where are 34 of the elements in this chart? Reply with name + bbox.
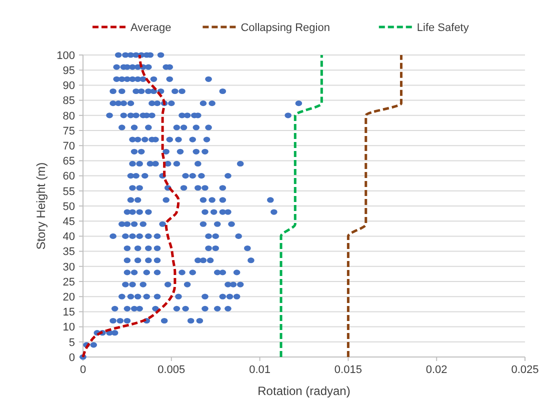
x-tick-label: 0.01 (249, 364, 271, 376)
legend-label: Collapsing Region (240, 22, 330, 34)
y-tick-label: 95 (62, 64, 75, 77)
y-tick-label: 100 (56, 50, 75, 62)
y-tick-label: 30 (62, 261, 75, 274)
x-tick-label: 0 (80, 364, 86, 376)
y-tick-label: 55 (62, 186, 75, 198)
x-tick-label: 0.005 (158, 364, 186, 376)
y-tick-label: 35 (62, 246, 75, 258)
y-tick-label: 80 (62, 110, 75, 122)
y-tick-label: 90 (62, 80, 75, 92)
y-tick-label: 60 (62, 170, 75, 183)
y-tick-label: 0 (68, 352, 75, 364)
y-tick-label: 75 (62, 125, 75, 138)
y-tick-label: 20 (62, 291, 75, 304)
y-tick-label: 15 (62, 306, 75, 319)
line-series (280, 54, 323, 358)
y-tick-label: 50 (62, 200, 75, 213)
legend-label: Life Safety (416, 22, 470, 34)
y-axis-title: Story Height (m) (34, 162, 48, 250)
y-tick-label: 40 (62, 231, 75, 244)
y-tick-label: 65 (62, 156, 75, 168)
legend-label: Average (130, 22, 172, 34)
y-tick-label: 10 (62, 322, 75, 334)
y-tick-label: 5 (68, 336, 75, 349)
x-tick-label: 0.025 (511, 364, 539, 376)
line-series (346, 54, 402, 358)
x-axis-title: Rotation (radyan) (258, 384, 350, 398)
x-tick-label: 0.015 (334, 364, 362, 376)
y-tick-label: 70 (62, 140, 75, 152)
y-tick-label: 45 (62, 216, 75, 228)
x-tick-label: 0.02 (426, 364, 448, 376)
y-tick-label: 85 (62, 95, 75, 108)
y-tick-label: 25 (62, 276, 75, 288)
